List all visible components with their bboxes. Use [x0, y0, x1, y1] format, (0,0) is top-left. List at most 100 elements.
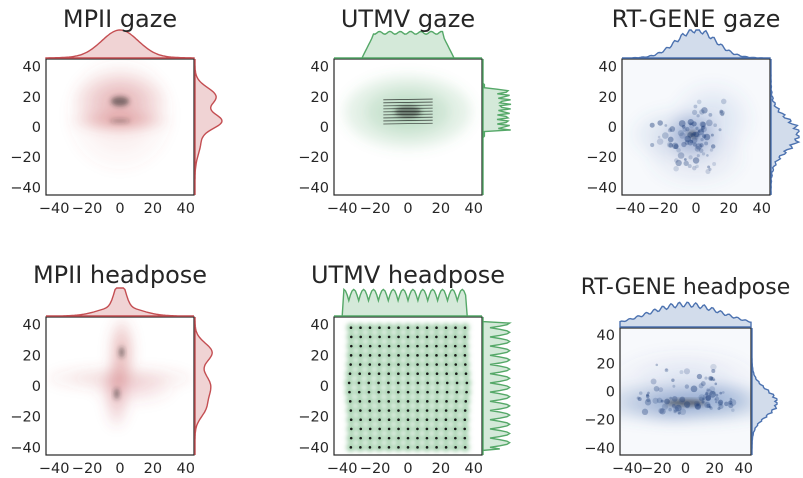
contour-line [383, 110, 433, 113]
grid-point [349, 344, 353, 348]
grid-point [387, 335, 391, 339]
grid-point [368, 446, 372, 449]
grid-point [359, 427, 363, 431]
grid-point [378, 344, 381, 348]
density-speckle [693, 131, 700, 138]
x-tick-label: 40 [465, 201, 483, 217]
density-speckle [692, 131, 697, 136]
density-speckle [657, 135, 661, 139]
grid-point [397, 409, 400, 412]
grid-point [397, 363, 400, 366]
y-tick-label: 0 [608, 120, 617, 136]
x-tick-label: −40 [615, 201, 646, 217]
density-speckle [698, 383, 704, 389]
grid-point [396, 390, 400, 394]
grid-point [377, 400, 381, 403]
chart-title: UTMV headpose [311, 261, 505, 289]
grid-point [463, 326, 467, 330]
grid-point [397, 418, 400, 422]
chart-title: UTMV gaze [341, 5, 475, 33]
density-speckle [650, 142, 655, 148]
grid-point [416, 344, 419, 348]
density-speckle [707, 165, 711, 169]
grid-point [435, 390, 439, 394]
grid-point [368, 335, 372, 339]
grid-point [378, 427, 381, 431]
density-speckle [668, 142, 674, 148]
grid-point [444, 335, 448, 339]
density-speckle [689, 122, 693, 126]
density-speckle [714, 396, 720, 402]
density-core-1 [687, 130, 698, 139]
density-layer [620, 350, 751, 424]
density-speckle [728, 400, 733, 405]
grid-point [349, 427, 353, 431]
contour-line [383, 98, 433, 101]
grid-point [454, 409, 457, 412]
density-speckle [731, 408, 735, 412]
density-speckle [658, 408, 665, 414]
y-tick-label: −20 [298, 410, 329, 426]
grid-point [416, 409, 419, 412]
grid-point [416, 381, 420, 385]
density-speckle [655, 363, 659, 367]
grid-point [348, 390, 351, 394]
density-speckle [701, 107, 708, 114]
contour-line [383, 119, 433, 122]
y-tick-label: 40 [23, 318, 41, 334]
grid-point [397, 400, 400, 403]
chart-title: RT-GENE headpose [581, 275, 791, 300]
density-speckle [667, 128, 672, 133]
x-tick-label: −20 [648, 201, 679, 217]
plot-frame [45, 316, 195, 456]
grid-point [444, 344, 448, 348]
y-tick-label: 40 [597, 328, 615, 344]
density-speckle [674, 158, 679, 163]
density-speckle [721, 391, 725, 394]
contour-line [383, 113, 433, 116]
density-speckle [695, 143, 702, 150]
grid-point [406, 427, 410, 431]
grid-point [368, 409, 372, 412]
grid-point [416, 372, 419, 376]
grid-point [463, 354, 467, 357]
density-blob-3 [699, 107, 726, 132]
density-speckle [712, 391, 716, 395]
density-speckle [691, 137, 698, 144]
grid-point [435, 418, 438, 422]
grid-point [378, 326, 381, 330]
density-core-1 [665, 399, 706, 407]
grid-point [406, 418, 410, 422]
density-speckle [700, 137, 704, 142]
density-speckle [700, 381, 706, 387]
x-tick-label: −40 [39, 461, 70, 477]
grid-point [416, 418, 419, 422]
density-speckle [709, 406, 713, 410]
x-tick-label: 20 [432, 461, 450, 477]
grid-point [416, 436, 419, 440]
grid-point [397, 436, 400, 440]
density-speckle [675, 159, 682, 167]
density-speckle [713, 123, 718, 128]
chart-title: MPII headpose [33, 261, 207, 289]
density-speckle [671, 378, 675, 382]
x-tick-label: 0 [115, 201, 124, 217]
x-tick-label: −20 [641, 461, 672, 477]
grid-point [406, 436, 410, 440]
grid-point [378, 418, 381, 422]
density-speckle [661, 403, 669, 410]
density-core-1 [119, 346, 125, 358]
grid-point [444, 326, 448, 330]
density-speckle [638, 391, 643, 395]
density-speckle [681, 124, 686, 129]
density-speckle [696, 403, 700, 407]
grid-point [387, 344, 391, 348]
grid-point [463, 418, 467, 422]
x-tick-label: 20 [144, 461, 162, 477]
x-tick-label: 40 [177, 201, 195, 217]
grid-point [464, 400, 468, 403]
grid-point [397, 344, 400, 348]
